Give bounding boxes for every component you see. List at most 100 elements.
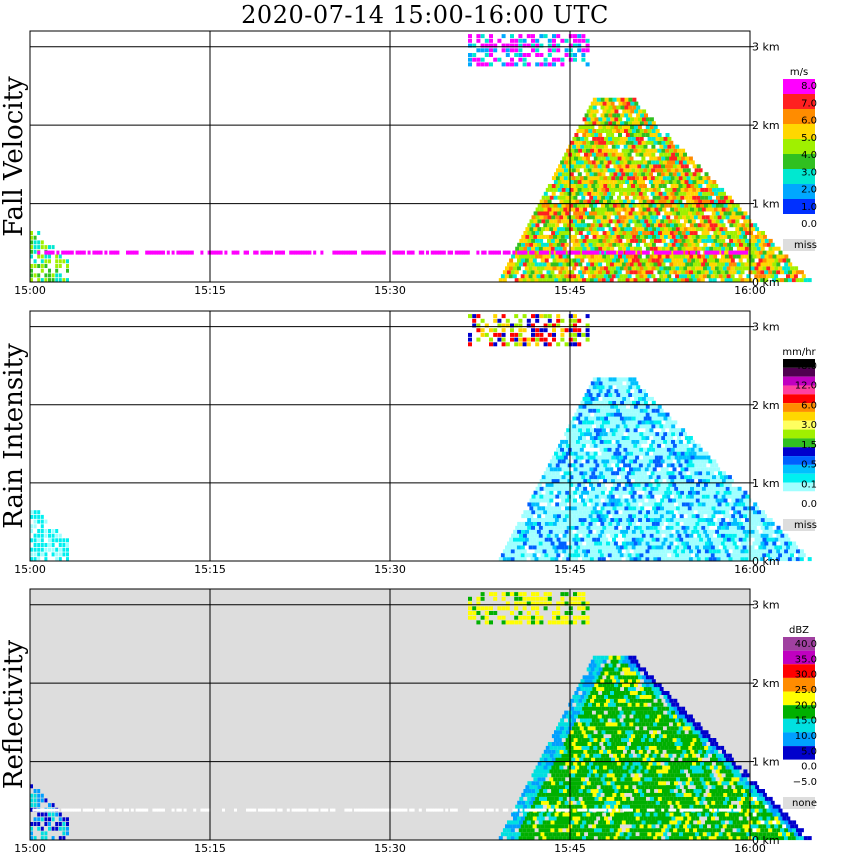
precip-cell <box>682 207 687 212</box>
precip-cell <box>610 389 615 394</box>
precip-cell <box>623 537 628 542</box>
precip-cell <box>589 490 593 495</box>
precip-cell <box>580 529 585 534</box>
precip-cell <box>624 408 628 413</box>
cloud-cell <box>560 38 565 43</box>
precip-cell <box>569 506 573 511</box>
precip-cell <box>616 393 621 397</box>
precip-cell <box>691 816 696 821</box>
precip-cell <box>645 140 650 145</box>
precip-cell <box>655 816 660 821</box>
precip-cell <box>557 506 562 511</box>
precip-cell <box>651 553 656 558</box>
precip-cell <box>606 254 611 259</box>
precip-cell <box>563 199 568 204</box>
precip-cell <box>613 180 618 184</box>
precip-cell <box>711 498 716 503</box>
precip-cell <box>626 471 631 476</box>
precip-cell <box>535 238 540 243</box>
precip-cell <box>719 203 724 208</box>
cloud-cell <box>472 318 477 323</box>
precip-cell <box>647 545 652 550</box>
precip-cell <box>651 521 656 526</box>
precip-cell <box>549 195 554 200</box>
precip-cell <box>688 836 693 841</box>
precip-cell <box>540 545 545 550</box>
precip-cell <box>669 549 674 554</box>
precip-cell <box>671 832 676 837</box>
cloud-cell <box>543 314 548 319</box>
precip-cell <box>557 475 562 480</box>
cloud-cell <box>476 48 481 53</box>
precip-cell <box>680 467 685 472</box>
precip-cell <box>719 234 724 239</box>
noise-cell <box>70 250 74 255</box>
precip-cell <box>664 219 669 224</box>
precip-cell <box>536 266 541 271</box>
precip-cell <box>571 191 576 196</box>
precip-cell <box>572 160 576 165</box>
precip-cell <box>637 812 642 817</box>
precip-cell <box>647 258 652 263</box>
precip-cell <box>600 227 605 232</box>
precip-cell <box>638 510 643 515</box>
precip-cell <box>608 129 613 133</box>
precip-cell <box>555 471 560 476</box>
precip-cell <box>609 148 614 153</box>
precip-cell <box>626 479 631 483</box>
precip-cell <box>571 184 576 188</box>
precip-cell <box>711 258 715 263</box>
cloud-cell <box>547 314 552 319</box>
precip-cell <box>577 211 582 216</box>
precip-cell <box>612 211 617 216</box>
precip-cell <box>740 254 745 259</box>
precip-cell <box>559 199 564 204</box>
precip-cell <box>553 219 558 224</box>
precip-cell <box>590 238 595 243</box>
precip-cell <box>667 258 672 263</box>
precip-cell <box>630 404 634 409</box>
precip-cell <box>668 475 673 480</box>
precip-cell <box>608 400 613 405</box>
precip-cell <box>571 168 576 173</box>
noise-cell <box>380 250 384 255</box>
precip-cell <box>636 242 640 247</box>
precip-cell <box>780 533 785 538</box>
precip-cell <box>557 195 562 200</box>
precip-cell <box>749 510 754 515</box>
low-cell <box>58 273 62 278</box>
precip-cell <box>540 266 545 271</box>
precip-cell <box>608 234 613 239</box>
precip-cell <box>627 408 632 413</box>
low-cell <box>48 259 51 264</box>
precip-cell <box>634 486 639 491</box>
panel-fall-velocity: 15:00 15:15 15:30 15:45 16:000 km1 km2 km3 k… <box>0 30 817 297</box>
precip-cell <box>648 234 652 239</box>
precip-cell <box>624 129 628 133</box>
precip-cell <box>546 836 551 841</box>
low-cell <box>30 524 33 529</box>
precip-cell <box>633 436 638 440</box>
precip-cell <box>691 227 696 232</box>
precip-cell <box>727 490 732 495</box>
precip-cell <box>770 553 775 558</box>
noise-cell <box>159 250 163 255</box>
noise-cell <box>128 250 132 255</box>
precip-cell <box>629 140 634 145</box>
precip-cell <box>654 199 659 204</box>
precip-cell <box>692 482 697 487</box>
cloud-cell <box>535 337 540 342</box>
precip-cell <box>582 117 587 122</box>
precip-cell <box>675 432 680 437</box>
cloud-cell <box>547 323 552 328</box>
precip-cell <box>623 832 628 837</box>
precip-cell <box>622 254 626 259</box>
precip-cell <box>635 152 640 157</box>
precip-cell <box>727 514 732 519</box>
precip-cell <box>620 498 625 503</box>
precip-cell <box>743 498 748 503</box>
precip-cell <box>742 537 747 542</box>
precip-cell <box>648 498 653 503</box>
precip-cell <box>740 828 745 833</box>
precip-cell <box>723 227 728 232</box>
